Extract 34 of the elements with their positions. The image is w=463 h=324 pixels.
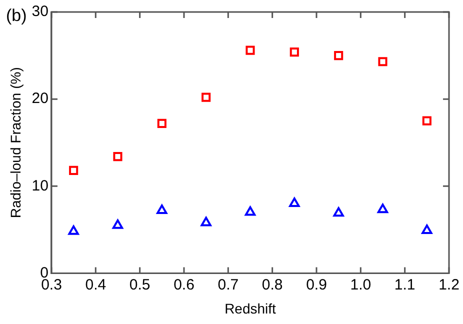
x-tick-label: 0.7	[218, 276, 239, 294]
point	[334, 51, 344, 60]
point	[290, 48, 299, 57]
x-tick-label: 1.0	[350, 276, 372, 294]
y-tick-label: 20	[32, 90, 48, 108]
point	[112, 219, 124, 229]
x-axis-title: Redshift	[224, 300, 276, 316]
point	[422, 224, 432, 234]
x-tick-label: 1.1	[394, 276, 416, 294]
text: (b)	[6, 6, 27, 26]
point	[377, 204, 388, 214]
point	[422, 116, 432, 126]
point	[246, 46, 255, 55]
point	[244, 206, 256, 216]
y-tick-label: 30	[32, 3, 48, 20]
y-axis-title: Radio–loud Fraction (%)	[7, 67, 24, 218]
x-tick-label: 0.8	[262, 276, 283, 294]
point	[69, 166, 78, 175]
x-tick-label: 0.6	[174, 276, 194, 294]
point	[113, 152, 122, 162]
x-tick-label: 1.2	[438, 276, 460, 294]
x-tick-label: 0.4	[85, 276, 106, 294]
point	[156, 204, 168, 214]
point	[68, 225, 79, 235]
point	[378, 57, 388, 66]
point	[157, 118, 166, 128]
point	[202, 92, 211, 102]
x-tick-label: 0.9	[306, 276, 327, 294]
x-tick-label: 0.5	[129, 276, 150, 294]
point	[200, 216, 212, 226]
y-tick-label: 10	[32, 177, 48, 194]
point	[333, 207, 344, 217]
x-tick-label: 0.3	[41, 276, 62, 294]
point	[289, 198, 300, 208]
